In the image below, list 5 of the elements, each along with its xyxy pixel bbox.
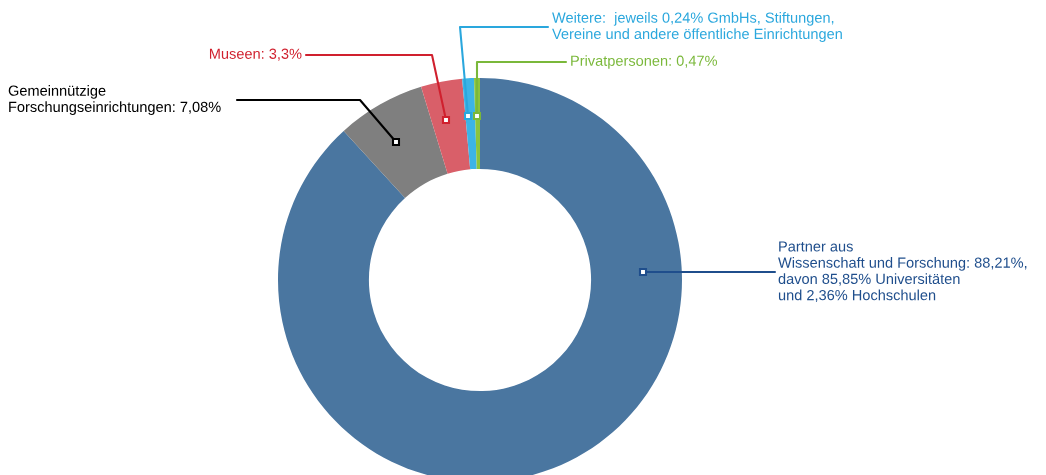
slice-label: Privatpersonen: 0,47%	[571, 55, 718, 69]
slice-label: Gemeinnützige Forschungseinrichtungen: 7,08%	[8, 85, 221, 115]
slice-label: Partner aus Wissenschaft und Forschung: 88,21%, davon 85,85% Universitäten und 2,36% Hochschulen	[778, 241, 1027, 302]
slice-label: Weitere: jeweils 0,24% GmbHs, Stiftungen, Vereine und andere öffentliche Einrichtungen	[552, 12, 842, 42]
slice-label: Museen: 3,3%	[209, 48, 302, 61]
